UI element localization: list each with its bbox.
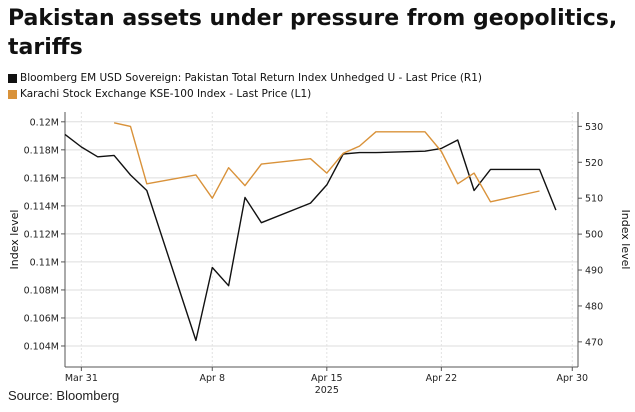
- right-tick-label-2: 490: [585, 266, 603, 277]
- legend-entry-pakistan-sovereign: Bloomberg EM USD Sovereign: Pakistan Tot…: [8, 70, 482, 86]
- right-axis-title: Index level: [619, 210, 632, 270]
- left-tick-label-5: 0.114M: [24, 201, 59, 212]
- right-tick-label-1: 480: [585, 301, 603, 312]
- right-tick-label-4: 510: [585, 194, 603, 205]
- x-tick-label-4: Apr 30: [556, 373, 588, 384]
- left-tick-label-0: 0.104M: [24, 341, 59, 352]
- left-tick-label-8: 0.12M: [30, 117, 59, 128]
- legend-label-kse100: Karachi Stock Exchange KSE-100 Index - L…: [20, 88, 312, 100]
- legend-label-pakistan-sovereign: Bloomberg EM USD Sovereign: Pakistan Tot…: [20, 72, 482, 84]
- x-tick-label-2: Apr 15: [311, 373, 343, 384]
- left-tick-label-4: 0.112M: [24, 229, 59, 240]
- kse100-line: [113, 122, 540, 203]
- x-tick-label-1: Apr 8: [200, 373, 226, 384]
- right-tick-label-0: 470: [585, 337, 603, 348]
- right-tick-label-6: 530: [585, 122, 603, 133]
- legend: Bloomberg EM USD Sovereign: Pakistan Tot…: [8, 70, 482, 102]
- chart-title: Pakistan assets under pressure from geop…: [8, 6, 618, 60]
- x-tick-label-0: Mar 31: [65, 373, 98, 384]
- right-tick-label-3: 500: [585, 230, 603, 241]
- right-tick-label-5: 520: [585, 158, 603, 169]
- source-note: Source: Bloomberg: [8, 388, 120, 403]
- legend-entry-kse100: Karachi Stock Exchange KSE-100 Index - L…: [8, 86, 482, 102]
- left-tick-label-2: 0.108M: [24, 285, 59, 296]
- x-year-label: 2025: [315, 385, 339, 396]
- left-tick-label-6: 0.116M: [24, 173, 59, 184]
- left-tick-label-3: 0.11M: [30, 257, 59, 268]
- plot-area: [65, 112, 578, 367]
- legend-swatch-pakistan-sovereign: [8, 73, 17, 83]
- left-axis-title: Index level: [8, 210, 21, 270]
- left-tick-label-7: 0.118M: [24, 145, 59, 156]
- legend-swatch-kse100: [8, 89, 17, 99]
- pakistan-sovereign-line: [64, 133, 557, 342]
- x-tick-label-3: Apr 22: [426, 373, 458, 384]
- left-tick-label-1: 0.106M: [24, 313, 59, 324]
